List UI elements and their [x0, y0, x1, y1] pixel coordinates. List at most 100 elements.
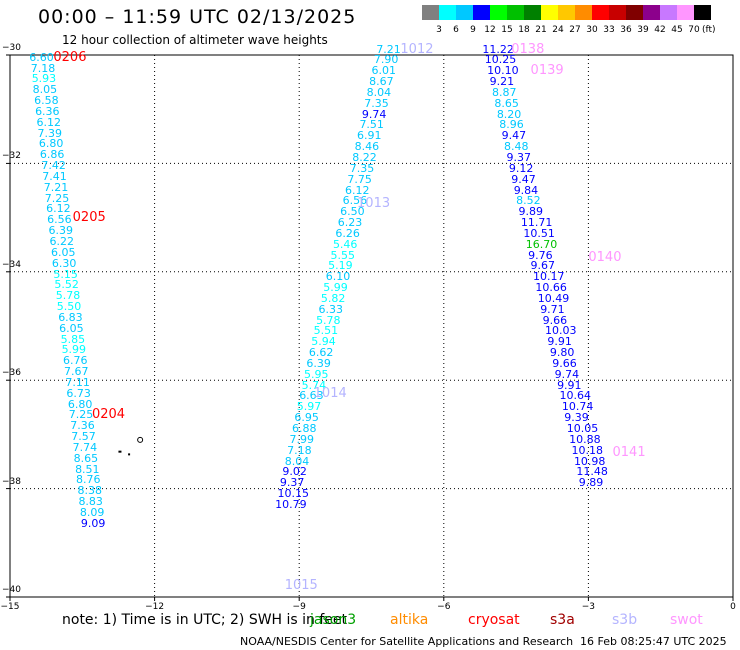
satellite-legend-jason3: jason3 [310, 612, 357, 628]
wave-height-value: 6.80 [38, 137, 64, 151]
satellite-legend-swot: swot [670, 612, 703, 628]
wave-height-value: 6.22 [49, 234, 75, 248]
color-swatch [626, 5, 643, 20]
wave-height-value: 5.95 [304, 367, 329, 381]
color-legend-tick: 24 [552, 25, 564, 35]
wave-height-value: 6.83 [58, 310, 83, 324]
color-swatch [575, 5, 592, 20]
wave-height-value: 7.39 [37, 126, 62, 140]
wave-height-value: 6.80 [67, 397, 93, 411]
wave-height-value: 11.71 [520, 216, 553, 230]
wave-height-value: 5.97 [296, 400, 322, 414]
color-swatch [473, 5, 490, 20]
wave-height-value: 6.23 [337, 216, 363, 230]
color-swatch [694, 5, 711, 20]
wave-height-value: 8.65 [73, 451, 99, 465]
map-frame [9, 54, 734, 598]
wave-height-value: 9.89 [578, 476, 604, 490]
color-legend-tick: 3 [436, 25, 442, 35]
wave-height-value: 9.47 [511, 172, 536, 186]
wave-height-value: 7.18 [287, 443, 312, 457]
wave-height-value: 7.41 [42, 169, 67, 183]
color-legend-tick: 39 [637, 25, 649, 35]
wave-height-value: 6.05 [50, 245, 76, 259]
wave-height-value: 5.74 [301, 378, 327, 392]
satellite-legend-cryosat: cryosat [468, 612, 520, 628]
generated-timestamp: 16 Feb 08:25:47 UTC 2025 [580, 635, 727, 648]
wave-height-value: 8.22 [352, 150, 377, 164]
color-swatch [541, 5, 558, 20]
wave-height-value: 8.20 [496, 107, 522, 121]
wave-height-value: 8.67 [369, 75, 394, 89]
wave-height-value: 7.25 [68, 408, 94, 422]
wave-height-value: 7.42 [41, 159, 66, 173]
wave-height-value: 6.91 [357, 129, 382, 143]
wave-height-value: 9.74 [361, 107, 387, 121]
pass-number-label: 1012 [400, 41, 434, 57]
longitude-tick-label: −6 [437, 602, 451, 612]
wave-height-value: 16.70 [525, 237, 558, 251]
wave-height-value: 8.04 [284, 454, 310, 468]
island-icon [118, 450, 122, 453]
wave-height-value: 9.66 [542, 313, 568, 327]
wave-height-value: 6.30 [51, 256, 77, 270]
wave-height-value: 5.78 [55, 289, 81, 303]
wave-height-value: 5.15 [53, 267, 78, 281]
wave-height-value: 5.46 [332, 237, 358, 251]
wave-height-value: 6.39 [306, 356, 331, 370]
color-legend-tick: 70 [688, 25, 700, 35]
wave-height-value: 6.88 [291, 421, 317, 435]
pass-number-label: 0204 [91, 407, 126, 423]
wave-height-value: 9.67 [530, 259, 556, 273]
wave-height-value: 5.85 [60, 332, 86, 346]
island-icon [128, 453, 131, 456]
wave-height-value: 8.38 [77, 484, 102, 498]
wave-height-value: 7.67 [63, 365, 89, 379]
wave-height-value: 10.66 [535, 281, 567, 295]
wave-height-value: 6.12 [344, 183, 370, 197]
wave-height-value: 6.60 [29, 50, 54, 64]
pass-number-label: 0139 [530, 63, 564, 79]
wave-height-value: 9.02 [282, 465, 307, 479]
wave-height-value: 8.48 [504, 140, 529, 154]
pass-number-label: 1015 [284, 578, 318, 594]
wave-height-value: 7.35 [364, 96, 389, 110]
latitude-tick-label: −34 [2, 259, 21, 270]
wave-height-value: 6.73 [66, 386, 91, 400]
wave-height-value: 6.56 [47, 213, 72, 227]
color-legend-unit: (ft) [702, 25, 716, 35]
color-swatch [677, 5, 694, 20]
wave-height-value: 10.64 [559, 389, 591, 403]
color-swatch [507, 5, 524, 20]
wave-height-value: 7.36 [70, 419, 95, 433]
wave-height-value: 9.84 [513, 183, 539, 197]
longitude-tick-label: −9 [292, 602, 306, 612]
wave-height-value: 7.99 [289, 432, 315, 446]
wave-height-value: 6.01 [371, 64, 397, 78]
color-legend-tick: 12 [484, 25, 496, 35]
wave-height-value: 10.79 [275, 497, 307, 511]
longitude-tick-label: 0 [730, 602, 736, 612]
wave-height-value: 11.48 [576, 465, 608, 479]
wave-height-value: 5.99 [61, 343, 87, 357]
color-legend-tick: 15 [501, 25, 513, 35]
color-swatch [422, 5, 439, 20]
wave-height-value: 9.39 [564, 411, 589, 425]
wave-height-value: 6.63 [299, 389, 324, 403]
wave-height-value: 9.12 [508, 161, 534, 175]
wave-height-value: 5.99 [323, 281, 348, 295]
wave-height-value: 8.46 [354, 140, 380, 154]
wave-height-value: 6.39 [48, 224, 74, 238]
wave-height-value: 7.90 [373, 53, 399, 67]
wave-height-value: 5.93 [31, 72, 57, 86]
wave-height-value: 6.56 [342, 194, 368, 208]
color-legend-tick: 33 [603, 25, 615, 35]
wave-height-value: 5.82 [320, 291, 346, 305]
wave-height-value: 9.76 [528, 248, 553, 262]
wave-height-value: 7.57 [71, 430, 96, 444]
satellite-legend-s3a: s3a [550, 612, 575, 628]
longitude-tick-label: −15 [0, 602, 20, 612]
wave-height-value: 10.25 [484, 53, 517, 67]
island-icon [137, 436, 144, 443]
